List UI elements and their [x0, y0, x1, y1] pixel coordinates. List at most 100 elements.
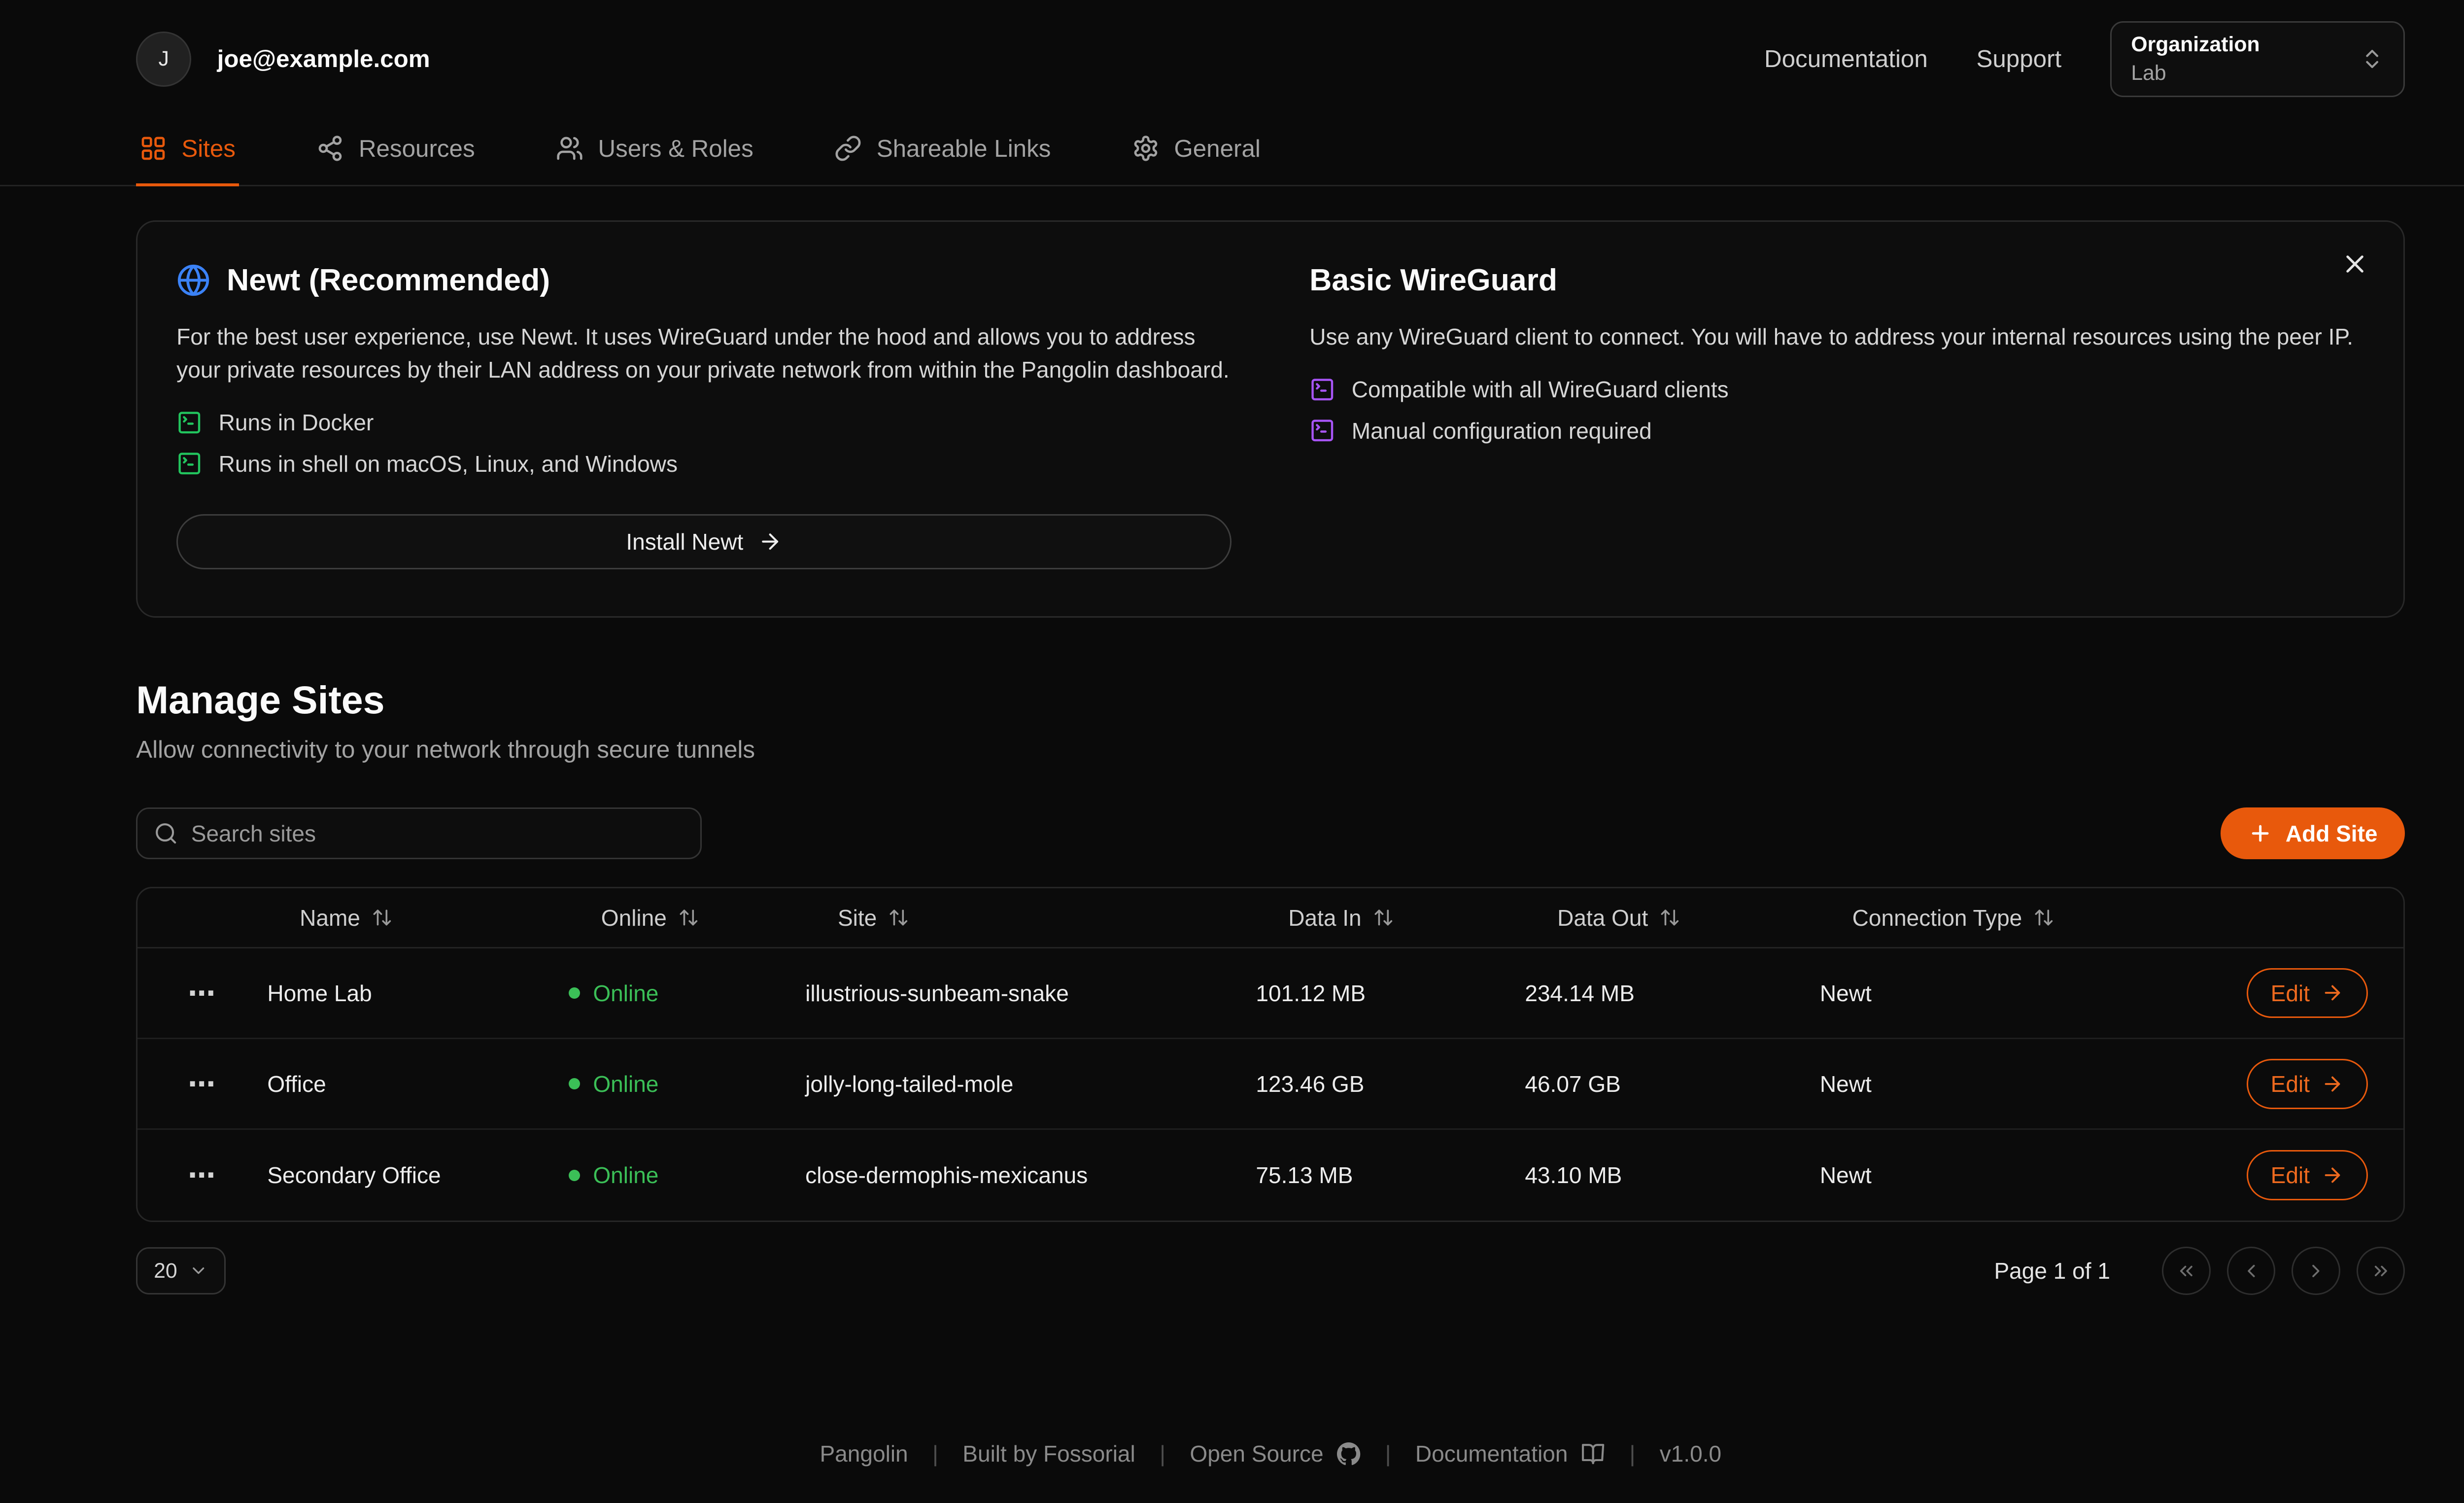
- tab-bar: Sites Resources Users & Roles Shareable …: [0, 112, 2464, 187]
- footer-separator: |: [1629, 1441, 1636, 1467]
- edit-cell: Edit: [2193, 1058, 2404, 1109]
- feature-label: Runs in Docker: [218, 409, 374, 435]
- sites-icon: [139, 135, 167, 162]
- connection-type: Newt: [1819, 1071, 1872, 1097]
- chevrons-up-down-icon: [2360, 47, 2384, 71]
- sort-icon: [888, 907, 909, 928]
- pager-controls: Page 1 of 1: [1994, 1246, 2405, 1295]
- sort-icon: [1659, 907, 1680, 928]
- tab-shareable-links-label: Shareable Links: [876, 135, 1051, 162]
- column-header-online[interactable]: Online: [569, 905, 805, 931]
- tab-general[interactable]: General: [1129, 118, 1264, 187]
- org-selector[interactable]: Organization Lab: [2110, 21, 2405, 98]
- tab-sites[interactable]: Sites: [136, 118, 239, 187]
- search-input[interactable]: [191, 820, 684, 847]
- feature-item: Runs in shell on macOS, Linux, and Windo…: [176, 451, 1232, 477]
- search-box: [136, 807, 702, 860]
- tab-shareable-links[interactable]: Shareable Links: [831, 118, 1054, 187]
- search-icon: [154, 821, 178, 845]
- add-site-button[interactable]: Add Site: [2221, 807, 2405, 860]
- connection-type: Newt: [1819, 980, 1872, 1006]
- footer-built-by: Built by Fossorial: [962, 1441, 1135, 1467]
- footer-open-source-link[interactable]: Open Source: [1190, 1440, 1361, 1467]
- book-icon: [1581, 1442, 1605, 1466]
- column-header-name[interactable]: Name: [267, 905, 569, 931]
- install-newt-button[interactable]: Install Newt: [176, 514, 1232, 569]
- wireguard-description: Use any WireGuard client to connect. You…: [1309, 324, 2353, 350]
- online-dot-icon: [569, 1169, 581, 1181]
- edit-cell: Edit: [2193, 968, 2404, 1018]
- chevron-left-icon: [2241, 1260, 2262, 1282]
- data-in: 75.13 MB: [1256, 1162, 1353, 1188]
- topbar-user: J joe@example.com: [136, 31, 430, 87]
- status-badge: Online: [593, 980, 659, 1006]
- page-size-select[interactable]: 20: [136, 1247, 226, 1294]
- pagination-bar: 20 Page 1 of 1: [136, 1246, 2405, 1295]
- sites-table: Name Online Site Data In Data Out Connec…: [136, 887, 2405, 1223]
- terminal-icon: [1309, 418, 1335, 444]
- close-icon[interactable]: [2337, 246, 2373, 282]
- connection-type: Newt: [1819, 1162, 1872, 1188]
- chevron-right-icon: [2305, 1260, 2327, 1282]
- feature-item: Compatible with all WireGuard clients: [1309, 376, 2364, 403]
- documentation-link[interactable]: Documentation: [1764, 45, 1928, 73]
- plus-icon: [2248, 821, 2272, 845]
- feature-label: Runs in shell on macOS, Linux, and Windo…: [218, 451, 678, 477]
- row-actions-icon[interactable]: ⋯: [188, 977, 217, 1009]
- wireguard-title-row: Basic WireGuard: [1309, 262, 2364, 298]
- last-page-button[interactable]: [2356, 1246, 2405, 1295]
- next-page-button[interactable]: [2292, 1246, 2340, 1295]
- column-header-site[interactable]: Site: [805, 905, 1256, 931]
- topbar: J joe@example.com Documentation Support …: [0, 0, 2464, 112]
- footer-separator: |: [932, 1441, 938, 1467]
- arrow-right-icon: [2321, 1073, 2344, 1095]
- tab-sites-label: Sites: [181, 135, 236, 162]
- tab-users-roles[interactable]: Users & Roles: [552, 118, 756, 187]
- chevrons-right-icon: [2370, 1260, 2392, 1282]
- sort-icon: [1373, 907, 1394, 928]
- terminal-icon: [176, 410, 203, 436]
- arrow-right-icon: [2321, 981, 2344, 1004]
- status-badge: Online: [593, 1162, 659, 1188]
- edit-label: Edit: [2270, 980, 2310, 1006]
- page-title: Manage Sites: [136, 678, 385, 722]
- wireguard-title: Basic WireGuard: [1309, 263, 1558, 298]
- footer-documentation-link[interactable]: Documentation: [1415, 1440, 1605, 1467]
- support-link[interactable]: Support: [1976, 45, 2062, 73]
- data-out: 43.10 MB: [1525, 1162, 1622, 1188]
- newt-features: Runs in Docker Runs in shell on macOS, L…: [176, 409, 1232, 477]
- column-header-data-out[interactable]: Data Out: [1525, 905, 1820, 931]
- column-header-connection-type[interactable]: Connection Type: [1820, 905, 2193, 931]
- online-dot-icon: [569, 987, 581, 999]
- chevron-down-icon: [189, 1261, 208, 1280]
- data-out: 234.14 MB: [1525, 980, 1635, 1006]
- row-actions-icon[interactable]: ⋯: [188, 1068, 217, 1099]
- site-name: Secondary Office: [267, 1162, 441, 1188]
- sort-icon: [2033, 907, 2054, 928]
- sort-icon: [678, 907, 699, 928]
- resources-icon: [316, 135, 344, 162]
- user-avatar[interactable]: J: [136, 31, 192, 87]
- edit-button[interactable]: Edit: [2246, 1150, 2368, 1201]
- column-header-data-in[interactable]: Data In: [1256, 905, 1525, 931]
- tab-resources[interactable]: Resources: [313, 118, 478, 187]
- newt-column: Newt (Recommended) For the best user exp…: [176, 262, 1232, 569]
- gear-icon: [1132, 135, 1160, 162]
- edit-cell: Edit: [2193, 1150, 2404, 1201]
- org-selector-value: Lab: [2131, 61, 2166, 85]
- edit-button[interactable]: Edit: [2246, 968, 2368, 1018]
- page-size-value: 20: [154, 1258, 177, 1283]
- github-icon: [1336, 1442, 1361, 1466]
- table-header-row: Name Online Site Data In Data Out Connec…: [137, 888, 2404, 948]
- first-page-button[interactable]: [2162, 1246, 2211, 1295]
- table-row: ⋯ Secondary Office Online close-dermophi…: [137, 1130, 2403, 1221]
- edit-button[interactable]: Edit: [2246, 1058, 2368, 1109]
- globe-icon: [176, 263, 210, 297]
- newt-description: For the best user experience, use Newt. …: [176, 324, 1230, 383]
- row-actions-icon[interactable]: ⋯: [188, 1159, 217, 1191]
- online-status: Online: [569, 1071, 805, 1097]
- previous-page-button[interactable]: [2226, 1246, 2276, 1295]
- arrow-right-icon: [758, 529, 782, 554]
- feature-item: Runs in Docker: [176, 409, 1232, 436]
